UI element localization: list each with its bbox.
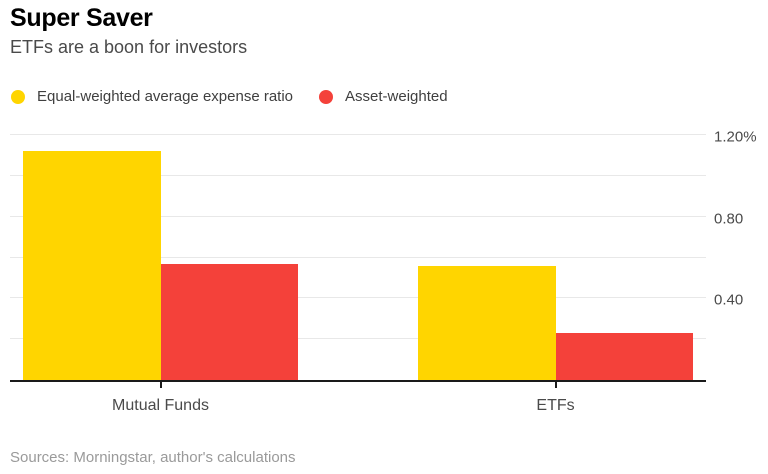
bar-etfs-asset-weighted bbox=[555, 333, 693, 380]
gridline-1.2 bbox=[10, 134, 706, 135]
plot-area bbox=[10, 134, 706, 388]
x-axis-tick bbox=[554, 382, 557, 388]
legend-item-asset-weighted: Asset-weighted bbox=[319, 88, 448, 105]
gridline-1 bbox=[10, 174, 706, 176]
legend-dot-icon bbox=[319, 89, 334, 104]
gridline-0.6 bbox=[10, 256, 706, 258]
gridline-0.2 bbox=[10, 338, 706, 340]
legend: Equal-weighted average expense ratio Ass… bbox=[11, 88, 448, 105]
gridline-0.4 bbox=[10, 297, 706, 299]
x-label-etfs: ETFs bbox=[536, 397, 575, 414]
y-tick-label-0.8: 0.80 bbox=[714, 210, 744, 228]
y-axis: 1.20% 0.80 0.40 bbox=[714, 130, 768, 382]
chart-subtitle: ETFs are a boon for investors bbox=[10, 37, 248, 57]
x-label-mutual-funds: Mutual Funds bbox=[112, 397, 209, 414]
legend-label: Equal-weighted average expense ratio bbox=[37, 88, 294, 105]
bar-mutual-funds-asset-weighted bbox=[160, 263, 298, 380]
gridline-0.8 bbox=[10, 215, 706, 217]
bar-mutual-funds-equal-weighted-average-expense-ratio bbox=[23, 151, 161, 380]
legend-label: Asset-weighted bbox=[345, 88, 448, 105]
source-note: Sources: Morningstar, author's calculati… bbox=[10, 449, 296, 466]
x-axis-tick bbox=[159, 382, 162, 388]
y-tick-label-0.4: 0.40 bbox=[714, 291, 744, 309]
legend-dot-icon bbox=[11, 89, 25, 104]
legend-item-equal-weighted: Equal-weighted average expense ratio bbox=[11, 88, 293, 105]
chart-title: Super Saver bbox=[10, 4, 153, 32]
bar-etfs-equal-weighted-average-expense-ratio bbox=[418, 265, 556, 380]
y-tick-label-1.2: 1.20% bbox=[714, 128, 757, 146]
